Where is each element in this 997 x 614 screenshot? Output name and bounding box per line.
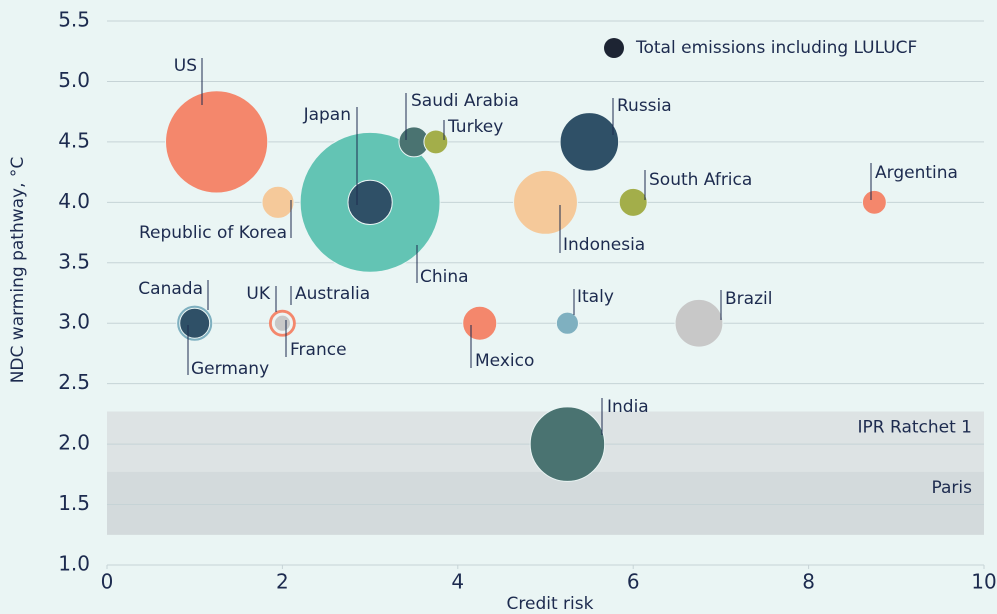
y-tick-label: 1.5 — [58, 491, 90, 515]
point-label: Argentina — [875, 163, 958, 183]
bubble — [165, 90, 269, 194]
point-label: Republic of Korea — [139, 223, 287, 243]
point-label: Australia — [295, 284, 370, 304]
x-tick-label: 2 — [276, 570, 289, 594]
bubble — [513, 169, 578, 235]
y-tick-label: 5.5 — [58, 8, 90, 32]
x-tick-label: 6 — [627, 570, 640, 594]
band-label: Paris — [932, 478, 973, 498]
x-axis-label: Credit risk — [507, 594, 594, 614]
y-tick-label: 4.5 — [58, 128, 90, 152]
point-label: US — [174, 56, 197, 76]
bubble — [273, 314, 291, 332]
y-tick-label: 2.5 — [58, 370, 90, 394]
point-label: Saudi Arabia — [411, 91, 519, 111]
point-label: Germany — [191, 359, 269, 379]
point-label: Brazil — [725, 289, 772, 309]
y-tick-label: 3.0 — [58, 310, 90, 334]
bubble — [559, 112, 620, 172]
band-label: IPR Ratchet 1 — [858, 417, 972, 437]
point-label: China — [420, 267, 469, 287]
legend-label: Total emissions including LULUCF — [635, 38, 917, 58]
y-tick-label: 1.0 — [58, 552, 90, 576]
y-tick-label: 3.5 — [58, 249, 90, 273]
y-tick-label: 4.0 — [58, 189, 90, 213]
point-label: South Africa — [649, 170, 752, 190]
x-tick-label: 0 — [101, 570, 114, 594]
bubble — [423, 129, 449, 155]
x-tick-label: 10 — [971, 570, 996, 594]
y-tick-label: 2.0 — [58, 431, 90, 455]
point-label: Mexico — [475, 351, 534, 371]
point-label: Japan — [303, 105, 351, 125]
point-label: India — [607, 397, 649, 417]
x-tick-label: 4 — [451, 570, 464, 594]
x-tick-label: 8 — [802, 570, 815, 594]
bubble — [347, 179, 393, 225]
bubble — [529, 406, 606, 482]
bubble — [462, 305, 498, 341]
bubble — [555, 311, 579, 335]
bubble — [618, 187, 648, 217]
point-label: Indonesia — [563, 235, 645, 255]
y-axis-label: NDC warming pathway, °C — [8, 157, 28, 384]
band — [107, 471, 984, 535]
bubble — [179, 307, 211, 339]
legend-marker — [604, 38, 624, 58]
bubble — [261, 185, 295, 219]
bubble — [861, 189, 887, 215]
bubble — [674, 298, 724, 348]
y-tick-label: 5.0 — [58, 68, 90, 92]
point-label: Russia — [617, 96, 672, 116]
point-label: UK — [246, 284, 270, 304]
point-label: France — [290, 340, 347, 360]
point-label: Canada — [138, 279, 203, 299]
point-label: Italy — [577, 287, 614, 307]
point-label: Turkey — [447, 117, 503, 137]
